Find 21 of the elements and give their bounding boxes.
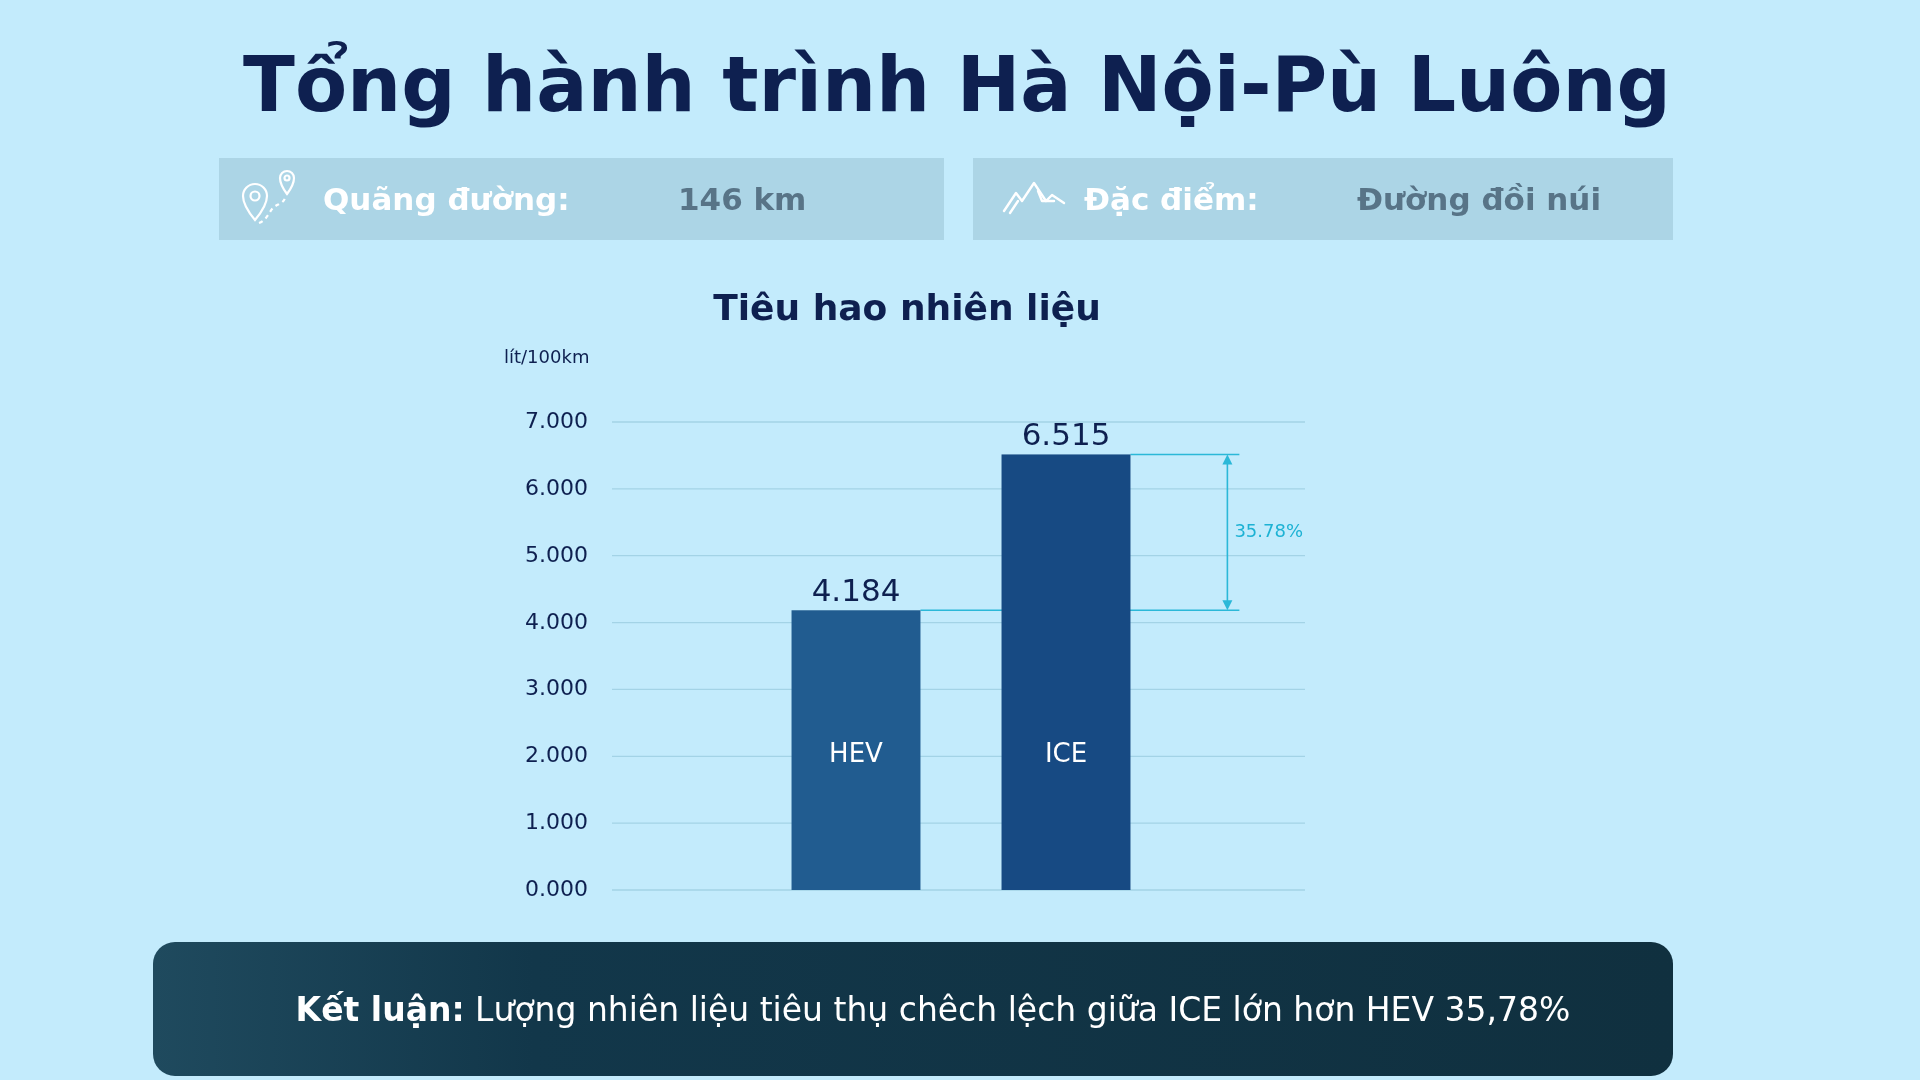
x-tick-label: HEV [829, 737, 884, 768]
data-label: 4.184 [811, 572, 901, 609]
y-tick-label: 3.000 [525, 675, 588, 701]
y-axis-title: lít/100km [504, 346, 590, 367]
text: Quãng đường: [323, 181, 570, 217]
x-tick-label: ICE [1044, 737, 1088, 768]
text: Đường đồi núi [1357, 181, 1602, 217]
chart-title: Tổng hành trình Hà Nội-Pù Luông [243, 40, 1671, 129]
y-tick-label: 2.000 [525, 742, 588, 768]
y-tick-label: 5.000 [525, 541, 588, 567]
text: Kết luận: Lượng nhiên liệu tiêu thụ chêch lệch giữa ICE lớn hơn HEV 35,78% [295, 990, 1571, 1029]
data-label: 6.515 [1021, 416, 1111, 453]
text: Đặc điểm: [1084, 181, 1259, 217]
y-tick-label: 0.000 [525, 876, 588, 901]
y-tick-label: 7.000 [525, 408, 588, 433]
y-tick-label: 6.000 [525, 474, 588, 500]
text: 146 km [678, 181, 807, 217]
y-tick-label: 4.000 [525, 608, 588, 634]
chart-subtitle: Tiêu hao nhiên liệu [713, 287, 1101, 328]
y-tick-label: 1.000 [525, 809, 588, 835]
annotation: 35.78% [1234, 520, 1304, 542]
